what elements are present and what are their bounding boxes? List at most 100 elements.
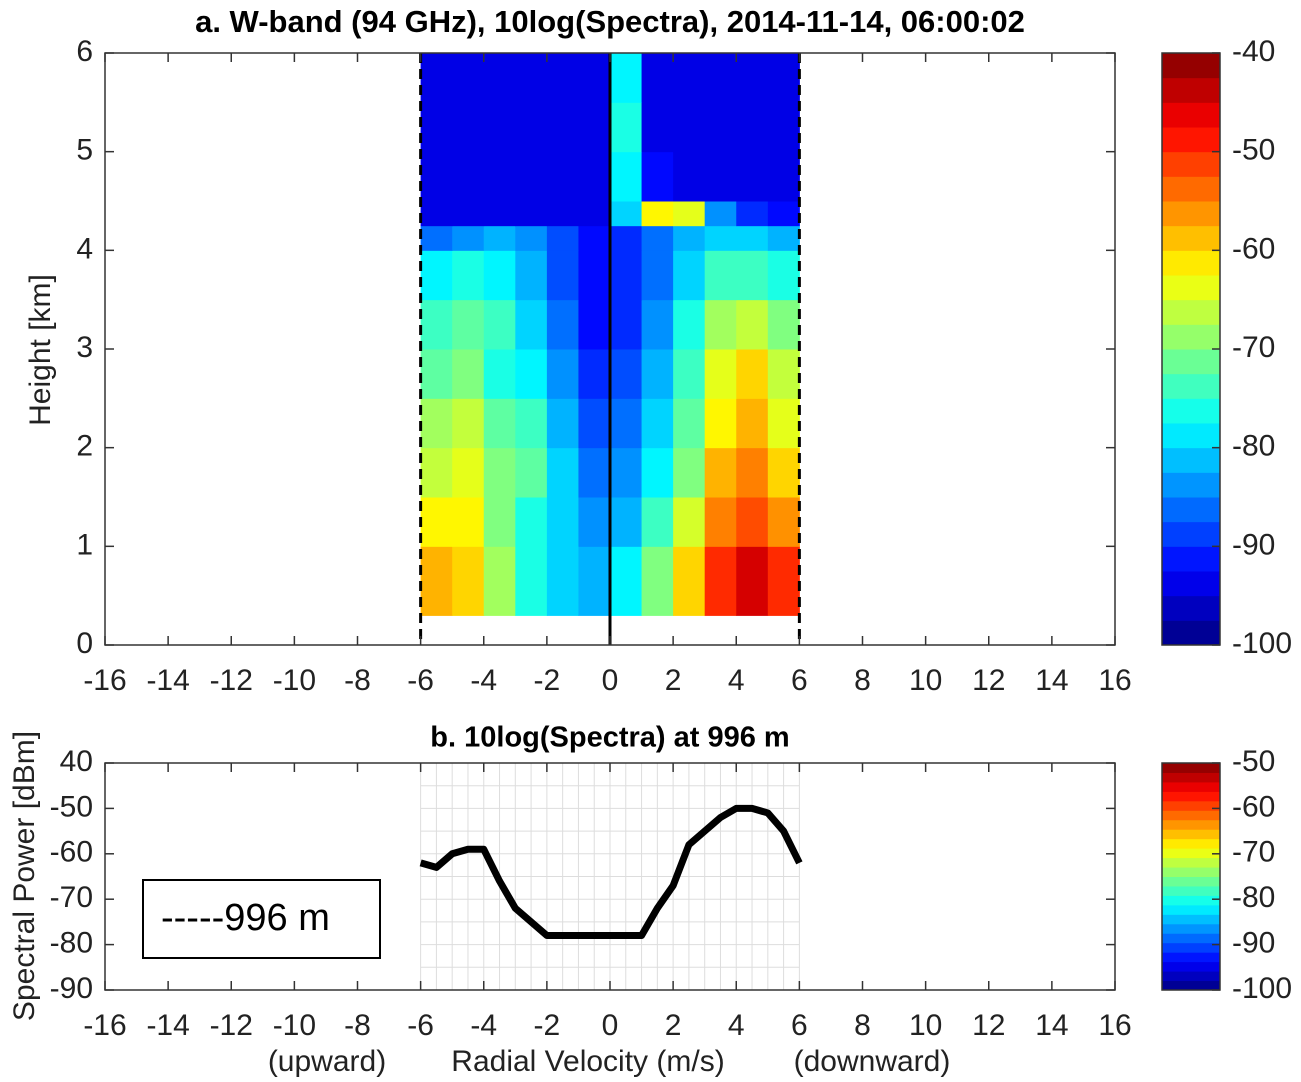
heatmap-cell — [736, 102, 769, 153]
colorbar-step — [1162, 942, 1220, 953]
heatmap-cell — [515, 398, 548, 449]
colorbar-step — [1162, 923, 1220, 934]
x-tick-label: -16 — [83, 1009, 126, 1042]
colorbar-tick-label: -100 — [1232, 627, 1292, 660]
heatmap-cell — [767, 102, 800, 153]
heatmap-cell — [641, 201, 674, 227]
heatmap-cell — [546, 225, 579, 251]
heatmap-cell — [515, 225, 548, 251]
x-tick-label: -14 — [146, 664, 189, 697]
heatmap-cell — [578, 225, 611, 251]
y-tick-label: 0 — [76, 627, 93, 660]
colorbar-step — [1162, 299, 1220, 325]
heatmap-cell — [673, 398, 706, 449]
x-tick-label: -16 — [83, 664, 126, 697]
colorbar-step — [1162, 971, 1220, 982]
colorbar-step — [1162, 819, 1220, 830]
y-tick-label: 1 — [76, 528, 93, 561]
heatmap-cell — [673, 299, 706, 350]
colorbar-step — [1162, 127, 1220, 153]
heatmap-cell — [736, 299, 769, 350]
colorbar-step — [1162, 857, 1220, 868]
colorbar-step — [1162, 472, 1220, 498]
x-tick-label: 6 — [791, 664, 808, 697]
y-axis-label: Height [km] — [24, 274, 57, 426]
colorbar-step — [1162, 595, 1220, 621]
colorbar-tick-label: -90 — [1232, 927, 1275, 960]
colorbar-tick-label: -60 — [1232, 790, 1275, 823]
annotation: (upward) — [268, 1045, 386, 1078]
heatmap-cell — [736, 201, 769, 227]
x-tick-label: 8 — [854, 1009, 871, 1042]
heatmap-cell — [736, 151, 769, 202]
heatmap-cell — [736, 497, 769, 547]
x-tick-label: -8 — [344, 1009, 371, 1042]
heatmap-cell — [673, 151, 706, 202]
heatmap-cell — [673, 225, 706, 251]
annotation: (downward) — [794, 1045, 951, 1078]
heatmap-cell — [483, 102, 516, 153]
colorbar-step — [1162, 546, 1220, 572]
y-tick-label: -60 — [50, 836, 93, 869]
x-tick-label: -4 — [470, 664, 497, 697]
heatmap-cell — [641, 497, 674, 547]
heatmap-cell — [578, 250, 611, 301]
heatmap-cell — [767, 398, 800, 449]
heatmap-cell — [420, 299, 453, 350]
heatmap-cell — [452, 447, 485, 498]
colorbar-tick-label: -70 — [1232, 331, 1275, 364]
heatmap-cell — [610, 250, 643, 301]
x-tick-label: -10 — [273, 664, 316, 697]
heatmap-cell — [704, 225, 737, 251]
colorbar-step — [1162, 275, 1220, 301]
heatmap-cell — [610, 349, 643, 399]
heatmap-cell — [515, 546, 548, 616]
heatmap-cell — [673, 497, 706, 547]
heatmap-cell — [483, 398, 516, 449]
heatmap-cell — [420, 225, 453, 251]
colorbar-step — [1162, 225, 1220, 251]
heatmap-cell — [641, 151, 674, 202]
colorbar-step — [1162, 904, 1220, 915]
colorbar-step — [1162, 521, 1220, 547]
heatmap-cell — [483, 53, 516, 103]
heatmap-cell — [515, 447, 548, 498]
heatmap-cell — [452, 497, 485, 547]
heatmap-cell — [673, 250, 706, 301]
heatmap-cell — [515, 497, 548, 547]
heatmap-cell — [546, 201, 579, 227]
x-tick-label: 12 — [972, 664, 1005, 697]
heatmap-cell — [767, 546, 800, 616]
heatmap-cell — [420, 398, 453, 449]
heatmap-cell — [578, 398, 611, 449]
heatmap-cell — [515, 299, 548, 350]
x-tick-label: 14 — [1035, 664, 1068, 697]
colorbar-step — [1162, 620, 1220, 646]
heatmap-cell — [452, 225, 485, 251]
heatmap-cell — [673, 102, 706, 153]
colorbar-step — [1162, 914, 1220, 925]
heatmap-cell — [483, 250, 516, 301]
heatmap-cell — [420, 151, 453, 202]
x-tick-label: -10 — [273, 1009, 316, 1042]
x-tick-label: -6 — [407, 664, 434, 697]
heatmap-cell — [767, 151, 800, 202]
heatmap-cell — [452, 53, 485, 103]
heatmap-cell — [767, 349, 800, 399]
heatmap-cell — [704, 102, 737, 153]
colorbar-step — [1162, 867, 1220, 877]
heatmap-cell — [515, 102, 548, 153]
heatmap-cell — [578, 349, 611, 399]
colorbar-step — [1162, 349, 1220, 375]
heatmap-cell — [610, 546, 643, 616]
heatmap-cell — [420, 250, 453, 301]
colorbar-step — [1162, 373, 1220, 399]
heatmap-cell — [704, 398, 737, 449]
heatmap-cell — [578, 447, 611, 498]
colorbar-step — [1162, 151, 1220, 177]
heatmap-cell — [704, 447, 737, 498]
colorbar-step — [1162, 895, 1220, 906]
colorbar-step — [1162, 781, 1220, 792]
colorbar-tick-label: -70 — [1232, 836, 1275, 869]
